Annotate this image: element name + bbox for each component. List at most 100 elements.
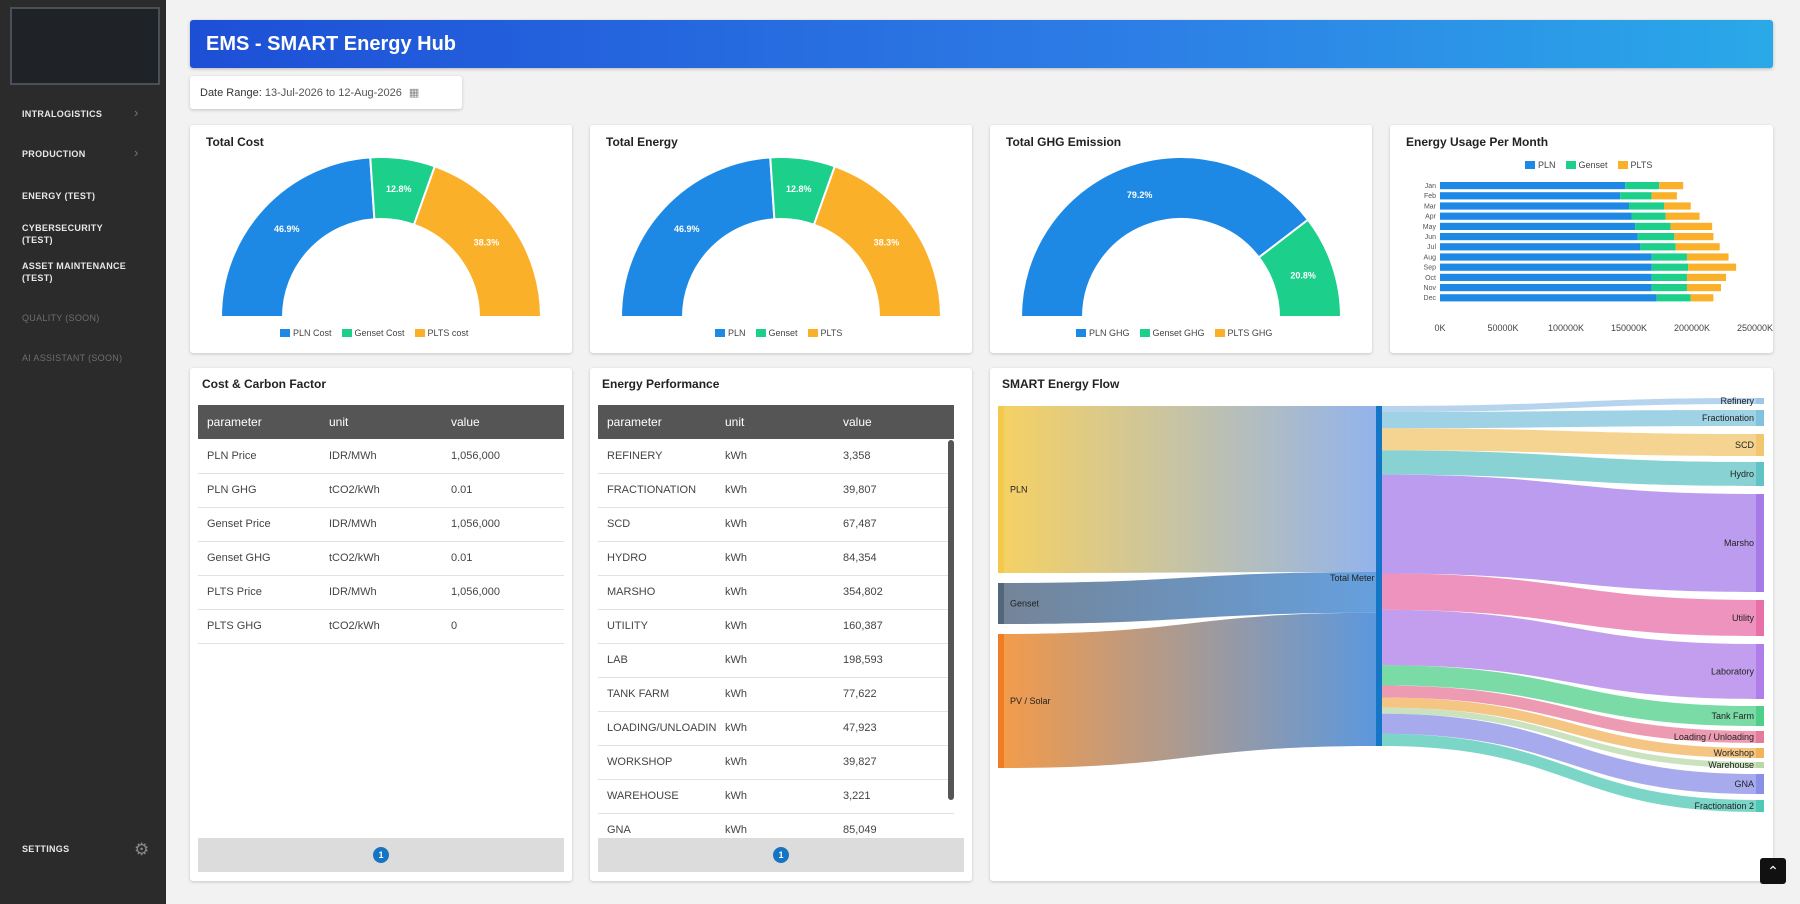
table-scrollbar[interactable] <box>948 440 954 800</box>
bar-segment[interactable] <box>1440 294 1657 302</box>
sankey-link[interactable] <box>1382 450 1756 486</box>
legend-item[interactable]: Genset <box>1565 160 1608 170</box>
bar-segment[interactable] <box>1440 192 1621 200</box>
bar-segment[interactable] <box>1631 212 1666 220</box>
column-header[interactable]: unit <box>716 405 834 439</box>
legend-item[interactable]: PLTS cost <box>414 328 468 338</box>
donut-slice[interactable] <box>1019 156 1310 318</box>
sankey-link[interactable] <box>1382 428 1756 456</box>
legend-item[interactable]: Genset GHG <box>1139 328 1205 338</box>
sidebar-item[interactable]: AI ASSISTANT (SOON) <box>22 353 123 363</box>
sidebar-item[interactable]: PRODUCTION <box>22 149 86 159</box>
sankey-target-node[interactable] <box>1756 600 1764 636</box>
sankey-link[interactable] <box>1382 665 1756 726</box>
bar-segment[interactable] <box>1690 294 1714 302</box>
legend-item[interactable]: PLN <box>1525 160 1556 170</box>
bar-segment[interactable] <box>1440 263 1652 271</box>
bar-segment[interactable] <box>1440 182 1626 190</box>
bar-segment[interactable] <box>1670 222 1713 230</box>
bar-segment[interactable] <box>1629 202 1665 210</box>
donut-slice[interactable] <box>219 156 376 318</box>
bar-segment[interactable] <box>1440 273 1652 281</box>
bar-segment[interactable] <box>1686 273 1727 281</box>
column-header[interactable]: unit <box>320 405 442 439</box>
sankey-target-node[interactable] <box>1756 706 1764 726</box>
bar-segment[interactable] <box>1440 253 1652 261</box>
sidebar-item[interactable]: ENERGY (TEST) <box>22 191 96 201</box>
date-range-picker[interactable]: Date Range: 13-Jul-2026 to 12-Aug-2026 ▦ <box>190 76 462 109</box>
sankey-target-node[interactable] <box>1756 434 1764 456</box>
legend-item[interactable]: PLN <box>715 328 746 338</box>
sankey-target-node[interactable] <box>1756 398 1764 404</box>
bar-segment[interactable] <box>1440 202 1629 210</box>
sankey-link[interactable] <box>1382 685 1756 743</box>
sankey-source-node[interactable] <box>998 634 1004 768</box>
bar-segment[interactable] <box>1440 233 1638 241</box>
donut-slice[interactable] <box>812 165 943 318</box>
scroll-to-top-button[interactable]: ⌃ <box>1760 858 1786 884</box>
column-header[interactable]: parameter <box>598 405 716 439</box>
column-header[interactable]: value <box>442 405 564 439</box>
bar-segment[interactable] <box>1665 212 1700 220</box>
column-header[interactable]: value <box>834 405 954 439</box>
gear-icon[interactable]: ⚙ <box>134 840 150 859</box>
sankey-link[interactable] <box>1004 406 1376 573</box>
legend-item[interactable]: Genset <box>755 328 798 338</box>
column-header[interactable]: parameter <box>198 405 320 439</box>
sankey-target-node[interactable] <box>1756 748 1764 758</box>
sidebar-item[interactable]: ASSET MAINTENANCE (TEST) <box>22 261 127 283</box>
sankey-target-node[interactable] <box>1756 494 1764 592</box>
sankey-target-node[interactable] <box>1756 731 1764 743</box>
legend-item[interactable]: PLN GHG <box>1076 328 1130 338</box>
sankey-link[interactable] <box>1382 733 1756 812</box>
sankey-target-node[interactable] <box>1756 762 1764 768</box>
sankey-hub-node[interactable] <box>1376 406 1382 746</box>
page-button[interactable]: 1 <box>773 847 789 863</box>
legend-item[interactable]: PLTS GHG <box>1214 328 1272 338</box>
bar-segment[interactable] <box>1651 273 1687 281</box>
sankey-link[interactable] <box>1382 398 1756 413</box>
sankey-target-node[interactable] <box>1756 644 1764 699</box>
bar-segment[interactable] <box>1440 284 1652 292</box>
bar-segment[interactable] <box>1625 182 1660 190</box>
bar-segment[interactable] <box>1440 222 1636 230</box>
sankey-link[interactable] <box>1382 474 1756 592</box>
sankey-link[interactable] <box>1382 707 1756 768</box>
legend-item[interactable]: Genset Cost <box>341 328 405 338</box>
sankey-link[interactable] <box>1382 713 1756 794</box>
sidebar-item-settings[interactable]: SETTINGS <box>22 844 70 854</box>
legend-item[interactable]: PLTS <box>1617 160 1652 170</box>
legend-item[interactable]: PLTS <box>807 328 842 338</box>
bar-segment[interactable] <box>1675 243 1720 251</box>
sankey-source-node[interactable] <box>998 406 1004 573</box>
donut-slice[interactable] <box>619 156 776 318</box>
bar-segment[interactable] <box>1686 253 1729 261</box>
bar-segment[interactable] <box>1656 294 1691 302</box>
bar-segment[interactable] <box>1659 182 1684 190</box>
bar-segment[interactable] <box>1651 284 1687 292</box>
sankey-link[interactable] <box>1382 410 1756 429</box>
bar-segment[interactable] <box>1688 263 1737 271</box>
sankey-target-node[interactable] <box>1756 410 1764 426</box>
sankey-link[interactable] <box>1004 612 1376 768</box>
sankey-target-node[interactable] <box>1756 774 1764 794</box>
page-button[interactable]: 1 <box>373 847 389 863</box>
bar-segment[interactable] <box>1651 192 1677 200</box>
bar-segment[interactable] <box>1440 212 1632 220</box>
sankey-link[interactable] <box>1382 573 1756 636</box>
bar-segment[interactable] <box>1635 222 1671 230</box>
sankey-link[interactable] <box>1004 572 1376 624</box>
sankey-link[interactable] <box>1382 609 1756 699</box>
bar-segment[interactable] <box>1620 192 1652 200</box>
bar-segment[interactable] <box>1637 233 1675 241</box>
sankey-link[interactable] <box>1382 697 1756 758</box>
sidebar-item[interactable]: QUALITY (SOON) <box>22 313 100 323</box>
donut-slice[interactable] <box>412 165 543 318</box>
bar-segment[interactable] <box>1664 202 1691 210</box>
bar-segment[interactable] <box>1686 284 1721 292</box>
sankey-target-node[interactable] <box>1756 462 1764 486</box>
legend-item[interactable]: PLN Cost <box>280 328 332 338</box>
bar-segment[interactable] <box>1674 233 1714 241</box>
sidebar-item[interactable]: CYBERSECURITY (TEST) <box>22 223 103 245</box>
bar-segment[interactable] <box>1651 253 1687 261</box>
